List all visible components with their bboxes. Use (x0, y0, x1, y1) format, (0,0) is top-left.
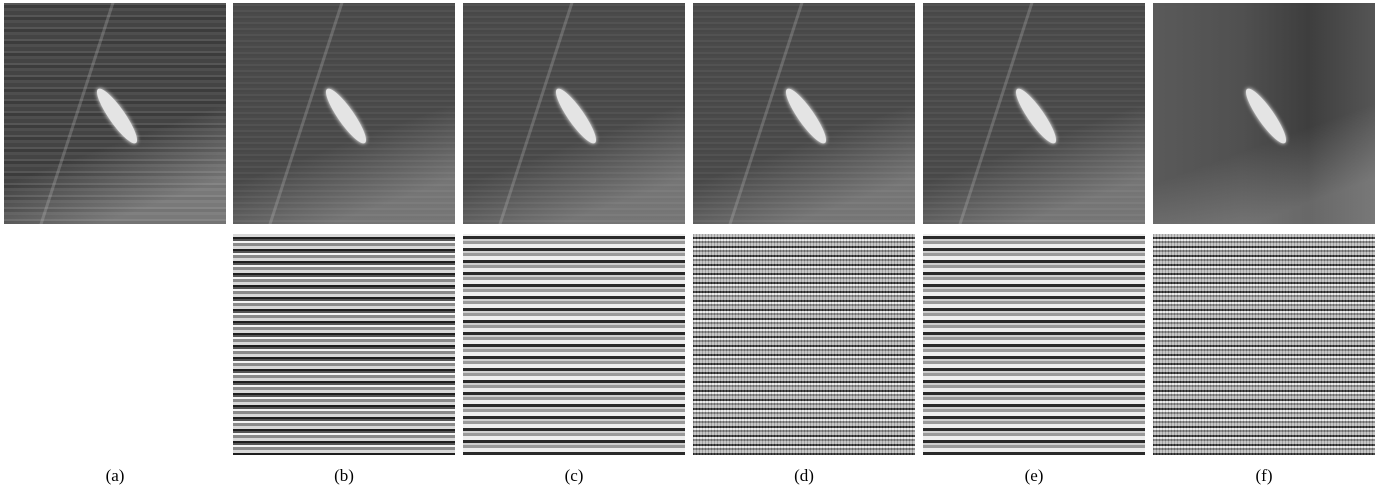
image (923, 3, 1145, 224)
image (463, 234, 685, 455)
image (233, 234, 455, 455)
image (1153, 234, 1375, 455)
image (693, 234, 915, 455)
image (1153, 3, 1375, 224)
panel-label: (f) (1153, 466, 1375, 486)
image (923, 234, 1145, 455)
panel-label: (a) (4, 466, 226, 486)
image (4, 3, 226, 224)
figure: (a) (b) (c) (d) (e) (f) (0, 0, 1392, 493)
panel-label: (d) (693, 466, 915, 486)
panel-label: (c) (463, 466, 685, 486)
panel-label: (e) (923, 466, 1145, 486)
image (693, 3, 915, 224)
image (463, 3, 685, 224)
image (233, 3, 455, 224)
panel-label: (b) (233, 466, 455, 486)
